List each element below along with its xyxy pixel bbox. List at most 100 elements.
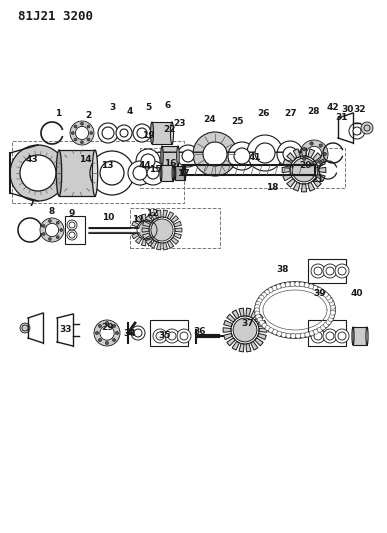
Text: 44: 44 <box>139 160 151 169</box>
Circle shape <box>364 125 370 131</box>
Circle shape <box>136 149 160 173</box>
Polygon shape <box>246 343 251 352</box>
Text: 26: 26 <box>258 109 270 118</box>
Polygon shape <box>141 214 146 221</box>
Text: 7: 7 <box>29 198 35 207</box>
Circle shape <box>153 329 167 343</box>
Circle shape <box>255 308 260 313</box>
Circle shape <box>319 161 322 164</box>
Circle shape <box>42 232 45 236</box>
Circle shape <box>277 331 282 336</box>
Circle shape <box>80 141 84 144</box>
Text: 23: 23 <box>174 118 186 127</box>
Polygon shape <box>316 159 325 166</box>
Circle shape <box>326 295 331 300</box>
Ellipse shape <box>92 150 98 196</box>
Text: 37: 37 <box>242 319 254 327</box>
Circle shape <box>177 329 191 343</box>
Text: 22: 22 <box>163 125 175 133</box>
Polygon shape <box>232 310 239 319</box>
Polygon shape <box>308 149 315 158</box>
Circle shape <box>20 323 30 333</box>
Circle shape <box>141 161 165 185</box>
Circle shape <box>262 323 267 328</box>
Polygon shape <box>255 338 263 346</box>
Polygon shape <box>308 182 315 191</box>
Ellipse shape <box>184 166 186 180</box>
Bar <box>65 216 85 244</box>
Circle shape <box>70 121 94 145</box>
Circle shape <box>180 332 188 340</box>
Polygon shape <box>167 240 174 248</box>
Circle shape <box>277 141 303 167</box>
Circle shape <box>69 222 75 228</box>
Circle shape <box>349 123 365 139</box>
Text: 8: 8 <box>49 206 55 215</box>
Circle shape <box>182 150 194 162</box>
Circle shape <box>319 144 322 147</box>
Circle shape <box>87 138 90 141</box>
Polygon shape <box>293 149 300 158</box>
Text: 21: 21 <box>311 175 323 184</box>
Polygon shape <box>157 228 163 232</box>
Circle shape <box>75 126 89 140</box>
Circle shape <box>290 281 295 287</box>
Polygon shape <box>313 179 321 187</box>
Circle shape <box>98 338 101 342</box>
Ellipse shape <box>151 122 154 144</box>
Circle shape <box>67 220 77 230</box>
Circle shape <box>320 289 325 295</box>
Circle shape <box>137 128 147 138</box>
Circle shape <box>42 224 45 228</box>
Circle shape <box>281 283 286 288</box>
Text: 4: 4 <box>127 108 133 117</box>
Text: 29: 29 <box>102 322 114 332</box>
Circle shape <box>262 293 267 297</box>
Ellipse shape <box>177 146 179 166</box>
Bar <box>175 166 185 180</box>
Circle shape <box>22 325 28 331</box>
Circle shape <box>330 304 335 309</box>
Text: 24: 24 <box>204 116 216 125</box>
Circle shape <box>67 230 77 240</box>
Bar <box>150 320 188 346</box>
Circle shape <box>265 326 270 330</box>
Circle shape <box>335 329 349 343</box>
Circle shape <box>10 145 66 201</box>
Circle shape <box>60 229 63 231</box>
Circle shape <box>323 292 328 297</box>
Text: 33: 33 <box>60 325 72 334</box>
Text: 28: 28 <box>308 107 320 116</box>
Circle shape <box>314 267 322 275</box>
Circle shape <box>131 326 145 340</box>
Circle shape <box>338 267 346 275</box>
Bar <box>12 141 184 203</box>
Circle shape <box>100 326 114 340</box>
Circle shape <box>256 314 261 319</box>
Circle shape <box>147 167 159 179</box>
Circle shape <box>269 328 274 333</box>
Polygon shape <box>175 228 182 232</box>
Text: 3: 3 <box>110 103 116 112</box>
Circle shape <box>272 329 277 335</box>
Circle shape <box>177 145 199 167</box>
Text: 19: 19 <box>142 131 154 140</box>
Circle shape <box>326 332 334 340</box>
Bar <box>162 146 178 166</box>
Circle shape <box>317 327 322 332</box>
Circle shape <box>57 236 59 239</box>
Text: 2: 2 <box>85 110 91 119</box>
Ellipse shape <box>366 327 368 345</box>
Text: 32: 32 <box>354 104 366 114</box>
Circle shape <box>286 333 291 338</box>
Bar <box>152 122 172 144</box>
Polygon shape <box>251 310 258 319</box>
Circle shape <box>326 320 331 325</box>
Text: 27: 27 <box>285 109 297 118</box>
Circle shape <box>100 161 124 185</box>
Text: 25: 25 <box>231 117 243 125</box>
Circle shape <box>116 125 132 141</box>
Circle shape <box>330 310 335 315</box>
Ellipse shape <box>352 327 354 345</box>
Polygon shape <box>258 320 266 327</box>
